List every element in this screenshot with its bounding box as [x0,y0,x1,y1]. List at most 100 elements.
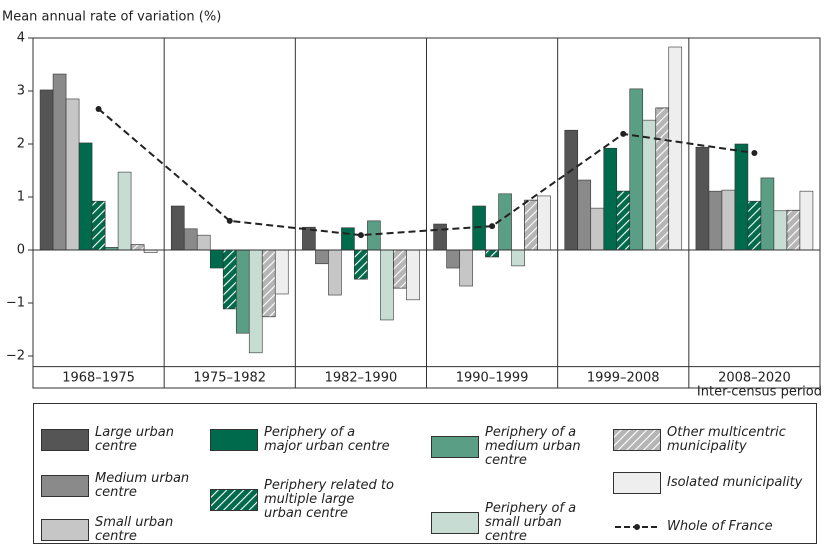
bar [235,249,250,334]
y-tick-label: 4 [17,31,25,46]
x-tick-label: 2008–2020 [718,371,791,386]
bar-hatch [393,249,407,289]
line-point [226,217,233,224]
line-point [751,150,758,157]
legend-swatch [613,429,661,451]
bar-hatch [354,249,368,280]
bar [459,249,473,287]
line-point [620,130,627,137]
bar [209,249,224,269]
bar-hatch [130,244,145,251]
legend-item: Periphery of a small urban centre [431,502,595,544]
bar [668,46,683,251]
x-tick-label: 1990–1999 [456,371,529,386]
bar-hatch [524,199,538,251]
bar [446,249,460,269]
bar [721,189,736,251]
legend-item: Medium urban centre [41,472,190,500]
legend-rect [431,436,479,458]
legend-label: Periphery of a small urban centre [485,501,577,544]
bar-hatch [786,209,801,251]
bar [708,190,723,251]
legend-label: Large urban centre [95,425,174,454]
line [97,108,755,237]
legend-rect [41,475,89,497]
bar [760,177,775,251]
bar [577,179,592,251]
legend-item: Isolated municipality [613,472,827,494]
bar [537,195,551,251]
legend-label: Small urban centre [95,515,174,544]
legend-swatch [41,519,89,541]
bar [78,142,93,251]
bar-hatch [222,249,237,310]
bar [170,205,185,251]
legend-item: Periphery of a medium urban centre [431,426,595,468]
y-tick-label: −1 [6,296,25,311]
x-tick-label: 1968–1975 [62,371,135,386]
bar-hatch [91,200,106,251]
legend-rect [431,512,479,534]
bar [39,89,54,251]
bar [315,249,329,265]
legend-item: Periphery related to multiple large urba… [210,479,394,521]
legend-point [634,524,640,530]
y-tick-label: 1 [17,190,25,205]
y-tick-label: −2 [6,349,25,364]
bar [380,249,394,321]
legend-swatch [41,475,89,497]
bar [406,249,420,301]
legend-item: Other multicentric municipality [613,426,797,454]
line-point [489,223,496,230]
legend-swatch [210,429,258,451]
legend: Large urban centre Medium urban centre Sma… [33,403,817,544]
x-tick-label: 1975–1982 [193,371,266,386]
x-axis-label: Inter-census period [697,385,822,400]
bar-hatch [655,107,670,251]
legend-label: Periphery of a medium urban centre [485,425,581,468]
legend-swatch [613,472,661,494]
legend-rect [210,429,258,451]
legend-label: Isolated municipality [667,475,803,490]
line-point [95,106,102,113]
legend-swatch [41,429,89,451]
bar [564,129,579,251]
bar [799,190,814,251]
bar-hatch [616,190,631,251]
bar [52,73,67,251]
bar [196,234,211,251]
y-axis-label: Mean annual rate of variation (%) [2,10,221,25]
chart: Mean annual rate of variation (%) Inter-… [2,10,822,400]
legend-item: Small urban centre [41,516,190,544]
legend-label: Other multicentric municipality [667,425,786,454]
bar [603,147,618,251]
bar [117,171,132,251]
bar [248,249,263,354]
bar [341,227,355,251]
bar [734,143,749,251]
bar [629,88,644,251]
x-tick-label: 1982–1990 [325,371,398,386]
bar-hatch [747,200,762,251]
bar [590,207,605,251]
legend-swatch [615,524,659,530]
legend-rect [613,472,661,494]
legend-label: Periphery of a major urban centre [264,425,390,454]
legend-rect [41,429,89,451]
legend-hatch [613,429,661,451]
legend-label: Medium urban centre [95,471,190,500]
bar [695,146,710,251]
bar [274,249,289,295]
bar-hatch [485,249,499,258]
legend-hatch [210,489,258,511]
bar [433,223,447,251]
bar [642,119,657,251]
legend-swatch [210,489,258,511]
bar [498,193,512,251]
line-point [357,232,364,239]
bar [65,98,80,251]
y-tick-label: 0 [17,243,25,258]
legend-swatch [431,512,479,534]
bar-hatch [261,249,276,318]
